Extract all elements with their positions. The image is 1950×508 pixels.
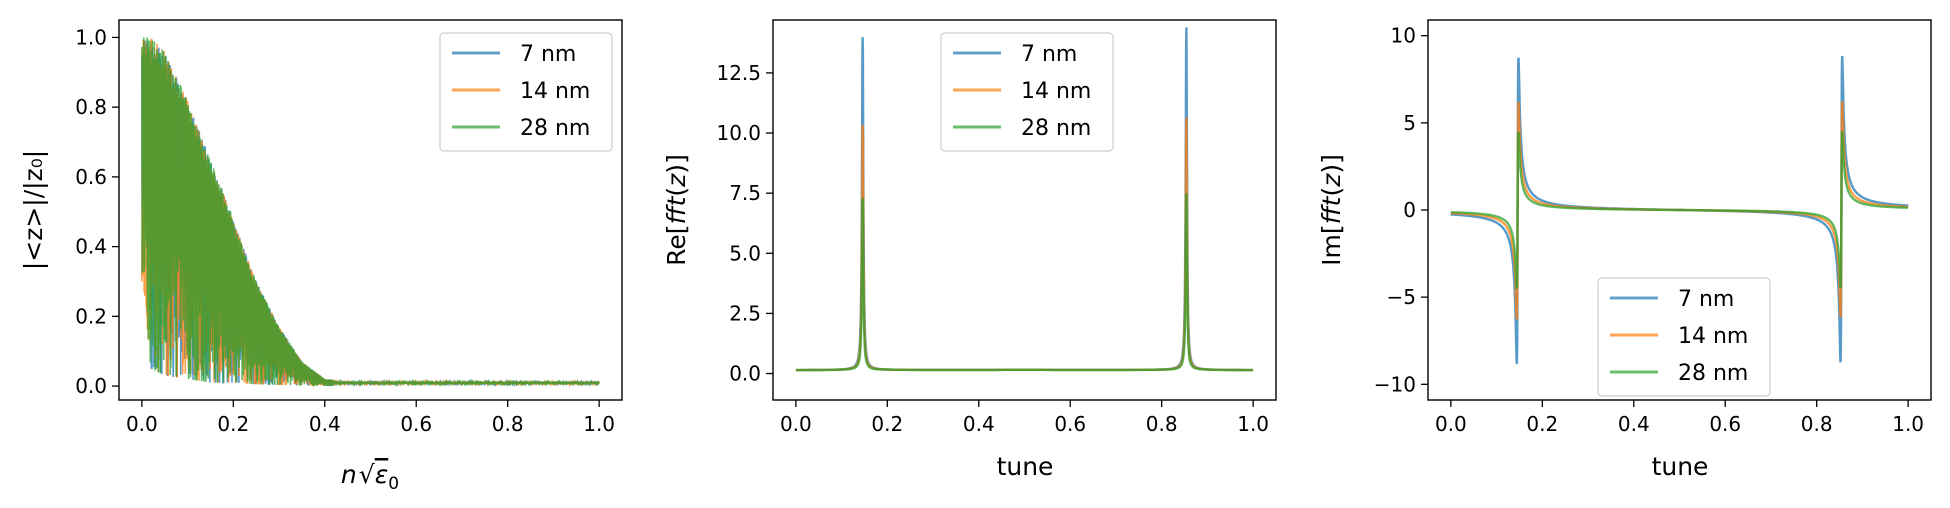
y-tick-label: 0.0 [75,374,107,398]
legend-entry-label: 7 nm [1021,42,1077,67]
x-tick-label: 0.8 [1146,412,1178,436]
panel-1-y-axis-label: |<z>|/|z₀| [19,150,48,270]
x-tick-label: 0.0 [780,412,812,436]
panel-2-legend: 7 nm 14 nm 28 nm [940,32,1114,152]
series-line-28-nm [795,193,1254,372]
x-tick-label: 0.2 [1526,412,1558,436]
panel-fft-imag: 0.0 0.2 0.4 0.6 0.8 1.0 −10 −5 0 5 10 tune Im[fft… [1317,19,1932,481]
panel-3-plot-area [1450,55,1909,365]
x-tick-label: 0.8 [1801,412,1833,436]
legend-entry-label: 14 nm [1021,79,1091,104]
panel-3-y-ticks: −10 −5 0 5 10 [1374,24,1428,396]
legend-frame [439,32,613,152]
legend-entry-label: 28 nm [520,116,590,141]
x-tick-label: 0.2 [871,412,903,436]
panel-3-x-ticks: 0.0 0.2 0.4 0.6 0.8 1.0 [1435,400,1924,436]
panel-3-legend: 7 nm 14 nm 28 nm [1597,277,1771,397]
x-tick-label: 1.0 [583,412,615,436]
panel-2-x-ticks: 0.0 0.2 0.4 0.6 0.8 1.0 [780,400,1269,436]
panel-2-y-ticks: 0.0 2.5 5.0 7.5 10.0 12.5 [716,61,773,386]
x-tick-label: 0.0 [126,412,158,436]
x-tick-label: 0.0 [1435,412,1467,436]
y-tick-label: −10 [1374,372,1416,396]
y-tick-label: 10.0 [716,121,761,145]
y-tick-label: 5 [1403,111,1416,135]
panel-1-legend: 7 nm 14 nm 28 nm [439,32,613,152]
x-tick-label: 0.6 [1054,412,1086,436]
x-tick-label: 0.6 [1709,412,1741,436]
legend-entry-label: 7 nm [520,42,576,67]
panel-2-frame [772,19,1277,401]
panel-2-x-axis-label: tune [997,452,1054,481]
panel-1-y-ticks: 0.0 0.2 0.4 0.6 0.8 1.0 [75,25,119,398]
y-tick-label: 7.5 [729,181,761,205]
panel-2-y-axis-label: Re[fft(z)] [662,154,691,266]
panel-1-frame [118,19,623,401]
panel-fft-real: 0.0 0.2 0.4 0.6 0.8 1.0 0.02.55.07.510.012.5 … [662,19,1277,481]
y-tick-label: 0 [1403,198,1416,222]
x-tick-label: 0.6 [400,412,432,436]
legend-entry-label: 14 nm [520,79,590,104]
panel-1-plot-area [141,37,600,388]
series-line-28-nm [141,37,600,387]
series-line-28-nm [1450,131,1909,289]
legend-entry-label: 7 nm [1678,287,1734,312]
legend-entry-label: 28 nm [1021,116,1091,141]
panel-1-x-axis-label: n√ε0 [341,460,399,494]
panel-amplitude-decay: 0.0 0.2 0.4 0.6 0.8 1.0 0.0 0.2 0.4 0.6 0.8 1.0 n√… [19,19,623,494]
x-tick-label: 0.4 [963,412,995,436]
y-tick-label: 0.4 [75,235,107,259]
x-tick-label: 1.0 [1237,412,1269,436]
legend-entry-label: 14 nm [1678,324,1748,349]
legend-entry-label: 28 nm [1678,361,1748,386]
panel-3-y-axis-label: Im[fft(z)] [1317,154,1346,266]
y-tick-label: 0.2 [75,304,107,328]
y-tick-label: 10 [1391,24,1416,48]
legend-frame [1597,277,1771,397]
y-tick-label: −5 [1387,285,1416,309]
x-tick-label: 0.8 [492,412,524,436]
y-tick-label: 0.0 [729,362,761,386]
x-tick-label: 0.4 [1618,412,1650,436]
y-tick-label: 1.0 [75,25,107,49]
x-tick-label: 0.4 [309,412,341,436]
y-tick-label: 0.6 [75,165,107,189]
y-tick-label: 12.5 [716,61,761,85]
x-tick-label: 1.0 [1892,412,1924,436]
y-tick-label: 0.8 [75,95,107,119]
x-tick-label: 0.2 [217,412,249,436]
panel-3-x-axis-label: tune [1652,452,1709,481]
legend-frame [940,32,1114,152]
panel-2-plot-area [795,27,1254,372]
y-tick-label: 2.5 [729,301,761,325]
y-tick-label: 5.0 [729,241,761,265]
panel-1-x-ticks: 0.0 0.2 0.4 0.6 0.8 1.0 [126,400,615,436]
